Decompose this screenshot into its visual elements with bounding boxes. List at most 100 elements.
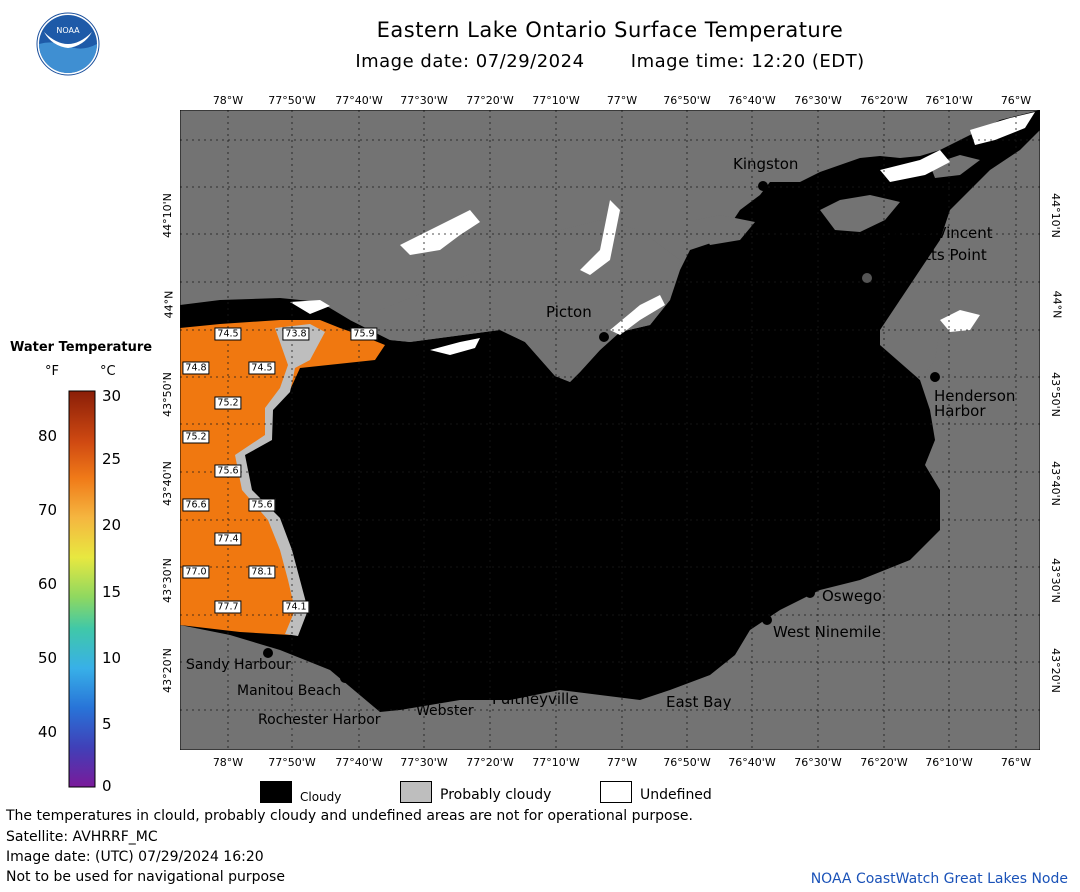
northeast-land [880, 280, 940, 380]
lon-top-label: 76°40'W [728, 94, 776, 107]
key-undefined-label: Undefined [640, 787, 712, 803]
undefined-patch [290, 300, 330, 314]
henderson-harbor-marker [930, 372, 940, 382]
temp-label: 75.2 [214, 396, 242, 410]
place-kingston: Kingston [733, 155, 799, 173]
tibbetts-point-marker [862, 273, 872, 283]
temperature-colorbar [68, 390, 96, 788]
lon-bottom-label: 76°10'W [925, 756, 973, 769]
legend-c-tick: 15 [102, 583, 122, 601]
legend-f-tick: 80 [38, 427, 58, 445]
key-undefined-swatch [600, 781, 632, 803]
place-pultneyville: Pultneyville [492, 690, 579, 708]
temp-label: 74.8 [182, 361, 210, 375]
legend-c-tick: 10 [102, 649, 122, 667]
lat-left-label: 43°30'N [160, 558, 174, 603]
undefined-patch [970, 112, 1035, 145]
lon-top-label: 77°10'W [532, 94, 580, 107]
legend-c-tick: 20 [102, 516, 122, 534]
temp-label: 78.1 [248, 565, 276, 579]
lon-bottom-label: 77°W [606, 756, 638, 769]
footer-credit: NOAA CoastWatch Great Lakes Node [810, 871, 1068, 887]
temp-label: 74.5 [214, 327, 242, 341]
undefined-patch [580, 200, 620, 275]
lon-bottom-label: 77°50'W [268, 756, 316, 769]
place-harbor: Harbor [934, 402, 986, 420]
undefined-patch [400, 210, 480, 255]
lon-top-label: 76°10'W [925, 94, 973, 107]
cape-vincent-marker [876, 225, 886, 235]
manitou-beach-marker [340, 673, 350, 683]
key-probably-cloudy-label: Probably cloudy [440, 787, 552, 803]
key-probably-cloudy-swatch [400, 781, 432, 803]
lat-left-label: 44°N [162, 290, 176, 319]
pultneyville-marker [540, 681, 550, 691]
lat-right-label: 43°50'N [1048, 372, 1062, 417]
legend-c-tick: 0 [102, 777, 112, 795]
lon-bottom-label: 77°30'W [400, 756, 448, 769]
place-markers [263, 181, 940, 711]
noaa-logo: NOAA [36, 12, 100, 76]
temp-label: 77.0 [182, 565, 210, 579]
lat-right-label: 43°30'N [1048, 558, 1062, 603]
map-title: Eastern Lake Ontario Surface Temperature [376, 18, 844, 42]
lon-top-label: 77°20'W [466, 94, 514, 107]
footer-utc-date: Image date: (UTC) 07/29/2024 16:20 [6, 849, 264, 865]
place-rochester-harbor: Rochester Harbor [258, 712, 381, 728]
lat-left-label: 43°20'N [160, 648, 174, 693]
legend-f-tick: 40 [38, 723, 58, 741]
place-tibbetts-point: Tibbetts Point [884, 246, 987, 264]
island-patch [930, 155, 980, 178]
lat-lon-grid [180, 110, 1040, 750]
east-bay-marker [655, 683, 665, 693]
lon-bottom-label: 76°40'W [728, 756, 776, 769]
legend-unit-c: °C [100, 364, 116, 379]
wolfe-island [820, 195, 900, 232]
temp-label: 73.8 [282, 327, 310, 341]
island-patch [695, 215, 755, 245]
place-oswego: Oswego [822, 587, 882, 605]
footer-satellite: Satellite: AVHRRF_MC [6, 829, 158, 845]
place-picton: Picton [546, 303, 592, 321]
temp-label: 74.1 [282, 600, 310, 614]
temp-label: 75.6 [248, 498, 276, 512]
legend-c-tick: 25 [102, 450, 122, 468]
undefined-patch [880, 150, 950, 182]
lon-top-label: 77°30'W [400, 94, 448, 107]
lon-top-label: 76°30'W [794, 94, 842, 107]
footer-nav-warning: Not to be used for navigational purpose [6, 869, 285, 885]
lon-top-label: 78°W [212, 94, 244, 107]
west-ninemile-marker [762, 615, 772, 625]
kingston-marker [758, 181, 768, 191]
lake-cloud-area [180, 110, 1040, 712]
legend-c-tick: 30 [102, 387, 122, 405]
map-subtitle: Image date: 07/29/2024 Image time: 12:20… [180, 51, 1040, 72]
place-henderson: Henderson [934, 387, 1016, 405]
temp-label: 75.6 [214, 464, 242, 478]
place-cape-vincent: Cape Vincent [893, 224, 993, 242]
lon-bottom-label: 77°10'W [532, 756, 580, 769]
lake-map [180, 110, 1040, 750]
place-sandy-harbour: Sandy Harbour [186, 657, 291, 673]
legend-f-tick: 70 [38, 501, 58, 519]
legend-unit-f: °F [45, 364, 59, 379]
temp-label: 77.7 [214, 600, 242, 614]
key-cloudy-label: Cloudy [300, 790, 342, 804]
image-date: Image date: 07/29/2024 [355, 51, 585, 72]
key-cloudy-swatch [260, 781, 292, 803]
oswego-marker [805, 588, 815, 598]
temp-label: 75.2 [182, 430, 210, 444]
lon-top-label: 76°50'W [663, 94, 711, 107]
footer-disclaimer: The temperatures in clould, probably clo… [6, 808, 693, 824]
temp-label: 74.5 [248, 361, 276, 375]
lat-left-label: 43°50'N [160, 372, 174, 417]
lat-right-label: 44°10'N [1048, 193, 1062, 238]
lon-bottom-label: 76°50'W [663, 756, 711, 769]
temp-label: 76.6 [182, 498, 210, 512]
place-manitou-beach: Manitou Beach [237, 683, 342, 699]
undefined-patch [610, 295, 665, 335]
place-east-bay: East Bay [666, 693, 732, 711]
legend-title: Water Temperature [10, 340, 153, 355]
legend-f-tick: 60 [38, 575, 58, 593]
lon-bottom-label: 76°30'W [794, 756, 842, 769]
